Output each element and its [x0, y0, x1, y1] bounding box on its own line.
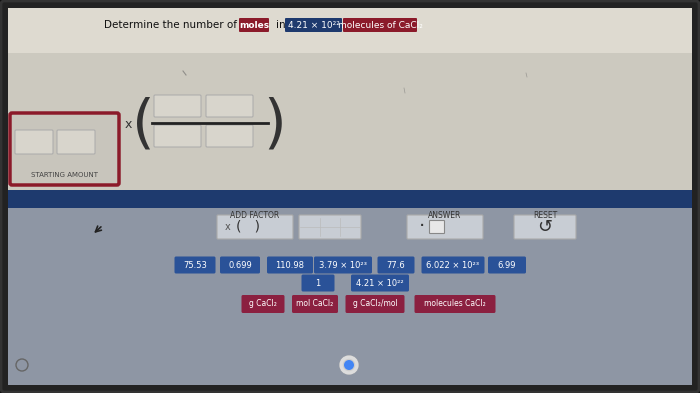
Text: 6.99: 6.99 [498, 261, 517, 270]
Text: 3.79 × 10²³: 3.79 × 10²³ [319, 261, 367, 270]
FancyBboxPatch shape [174, 257, 216, 274]
Circle shape [344, 360, 354, 370]
Text: 6.022 × 10²³: 6.022 × 10²³ [426, 261, 480, 270]
Text: (   ): ( ) [236, 220, 260, 234]
Text: 110.98: 110.98 [276, 261, 304, 270]
FancyBboxPatch shape [154, 125, 201, 147]
FancyBboxPatch shape [407, 215, 483, 239]
Circle shape [340, 356, 358, 374]
FancyBboxPatch shape [220, 257, 260, 274]
FancyBboxPatch shape [299, 215, 361, 239]
Text: STARTING AMOUNT: STARTING AMOUNT [31, 172, 98, 178]
FancyBboxPatch shape [10, 113, 119, 185]
Text: x: x [125, 119, 132, 132]
FancyBboxPatch shape [488, 257, 526, 274]
FancyBboxPatch shape [377, 257, 414, 274]
Text: ): ) [264, 97, 286, 154]
Text: 1: 1 [316, 279, 321, 288]
Text: Determine the number of: Determine the number of [104, 20, 237, 30]
Text: moles: moles [239, 20, 269, 29]
FancyBboxPatch shape [57, 130, 95, 154]
FancyBboxPatch shape [421, 257, 484, 274]
Bar [8, 8, 692, 53]
Text: 4.21 × 10²²: 4.21 × 10²² [356, 279, 404, 288]
Text: in: in [276, 20, 286, 30]
FancyBboxPatch shape [346, 295, 405, 313]
Text: molecules CaCl₂: molecules CaCl₂ [424, 299, 486, 309]
Text: x: x [225, 222, 231, 232]
Text: 0.699: 0.699 [228, 261, 252, 270]
Text: mol CaCl₂: mol CaCl₂ [296, 299, 334, 309]
FancyBboxPatch shape [302, 274, 335, 292]
Text: ·: · [419, 217, 425, 237]
Text: 77.6: 77.6 [386, 261, 405, 270]
Text: molecules of CaCl₂: molecules of CaCl₂ [337, 20, 422, 29]
FancyBboxPatch shape [414, 295, 496, 313]
Text: ANSWER: ANSWER [428, 211, 462, 220]
Text: 4.21 × 10²²: 4.21 × 10²² [288, 20, 340, 29]
FancyBboxPatch shape [514, 215, 576, 239]
FancyBboxPatch shape [285, 18, 342, 32]
Text: RESET: RESET [533, 211, 557, 220]
FancyBboxPatch shape [351, 274, 409, 292]
Text: ADD FACTOR: ADD FACTOR [230, 211, 279, 220]
FancyBboxPatch shape [292, 295, 338, 313]
Bar [8, 208, 692, 385]
FancyBboxPatch shape [314, 257, 372, 274]
FancyBboxPatch shape [154, 95, 201, 117]
Text: (: ( [132, 97, 155, 154]
FancyBboxPatch shape [343, 18, 417, 32]
FancyBboxPatch shape [206, 125, 253, 147]
FancyBboxPatch shape [430, 220, 444, 233]
FancyBboxPatch shape [239, 18, 269, 32]
FancyBboxPatch shape [206, 95, 253, 117]
Bar [8, 190, 692, 208]
FancyBboxPatch shape [267, 257, 313, 274]
Text: g CaCl₂/mol: g CaCl₂/mol [353, 299, 398, 309]
FancyBboxPatch shape [217, 215, 293, 239]
Text: g CaCl₂: g CaCl₂ [249, 299, 277, 309]
Bar [8, 8, 692, 198]
Text: 75.53: 75.53 [183, 261, 207, 270]
FancyBboxPatch shape [15, 130, 53, 154]
Text: ↺: ↺ [538, 218, 552, 236]
FancyBboxPatch shape [241, 295, 284, 313]
